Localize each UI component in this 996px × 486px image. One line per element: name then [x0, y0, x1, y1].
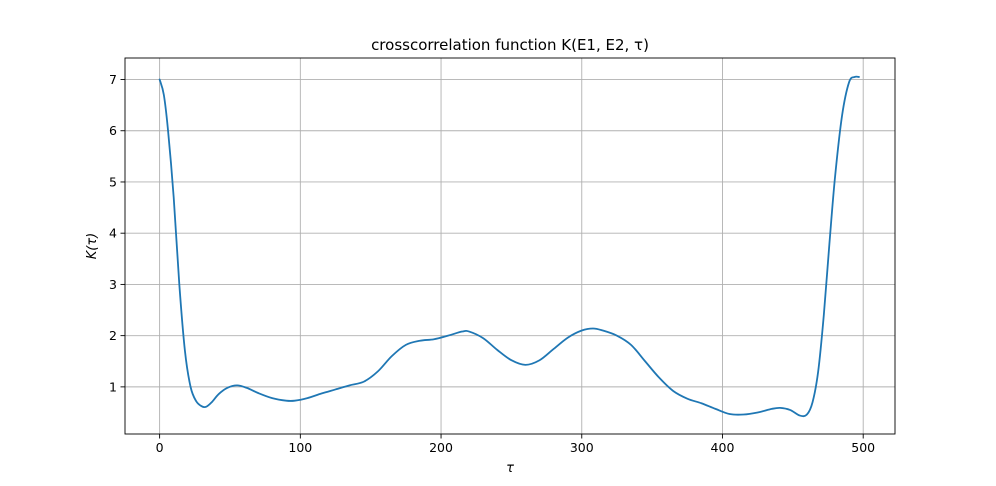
y-axis-label: K(τ)	[85, 233, 100, 260]
x-tick-label: 0	[156, 440, 164, 455]
y-tick-label: 6	[109, 123, 117, 138]
y-tick-label: 2	[109, 328, 117, 343]
y-tick-label: 5	[109, 174, 117, 189]
axis-ticks: 0 100 200 300 400 500 1 2 3 4 5 6 7	[109, 72, 875, 455]
x-tick-label: 400	[711, 440, 735, 455]
y-tick-label: 4	[109, 226, 117, 241]
grid	[125, 58, 895, 434]
chart-title: crosscorrelation function K(E1, E2, τ)	[371, 36, 649, 54]
x-tick-label: 500	[851, 440, 875, 455]
y-tick-label: 1	[109, 379, 117, 394]
y-tick-label: 3	[109, 277, 117, 292]
plot-frame	[124, 57, 896, 435]
x-axis-label: τ	[506, 461, 514, 476]
series-line	[158, 75, 860, 418]
x-tick-label: 200	[429, 440, 453, 455]
x-tick-label: 100	[288, 440, 312, 455]
y-tick-label: 7	[109, 72, 117, 87]
x-tick-label: 300	[570, 440, 594, 455]
